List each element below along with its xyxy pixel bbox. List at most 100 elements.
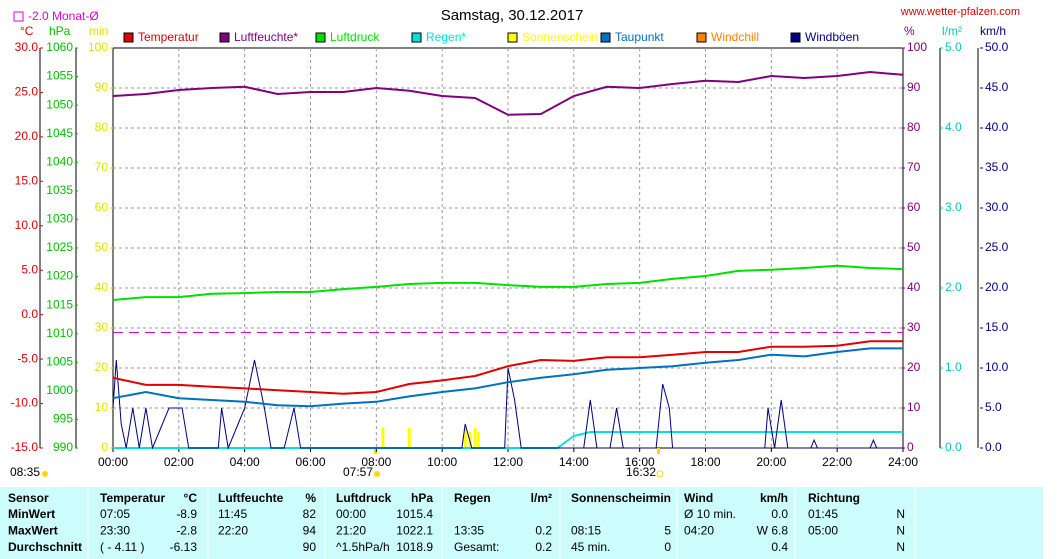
- y-tick-label: 5.0: [945, 40, 962, 54]
- y-tick-label: 1025: [46, 240, 73, 254]
- axis-unit: min: [89, 24, 108, 38]
- legend-label: Windböen: [805, 30, 859, 44]
- table-cell: 21:20: [336, 524, 366, 538]
- y-tick-label: 4.0: [945, 120, 962, 134]
- y-tick-label: 30.0: [985, 200, 1009, 214]
- table-cell: 1022.1: [396, 524, 433, 538]
- source: www.wetter-pfalzen.com: [900, 6, 1020, 18]
- x-tick-label: 24:00: [888, 455, 918, 469]
- bar: [468, 432, 472, 448]
- x-tick-label: 06:00: [295, 455, 325, 469]
- y-tick-label: 30: [95, 320, 109, 334]
- y-tick-label: -15.0: [11, 440, 39, 454]
- table-cell: 05:00: [808, 524, 838, 538]
- x-tick-label: 02:00: [164, 455, 194, 469]
- y-tick-label: 0.0: [21, 307, 38, 321]
- y-tick-label: 1010: [46, 326, 73, 340]
- axis-unit: %: [904, 24, 915, 38]
- table-cell: 23:30: [100, 524, 130, 538]
- legend-swatch: [411, 32, 422, 43]
- y-tick-label: 80: [907, 120, 921, 134]
- y-tick-label: 10: [907, 400, 921, 414]
- axis-unit: hPa: [49, 24, 71, 38]
- y-tick-label: 20.0: [15, 129, 39, 143]
- table-cell: 01:45: [808, 507, 838, 521]
- y-tick-label: 10.0: [15, 218, 39, 232]
- y-tick-label: 0: [101, 440, 108, 454]
- y-tick-label: 50: [907, 240, 921, 254]
- y-tick-label: 10: [95, 400, 109, 414]
- table-cell: Ø 10 min.: [684, 507, 736, 521]
- table-header: Temperatur: [100, 491, 165, 505]
- y-tick-label: 100: [88, 40, 108, 54]
- bar: [463, 428, 467, 448]
- sun-icon: [374, 471, 380, 477]
- sunset-marker: [657, 448, 660, 454]
- series-line: [112, 347, 903, 408]
- y-tick-label: 5.0: [21, 262, 38, 276]
- y-tick-label: 1035: [46, 183, 73, 197]
- y-tick-label: 5.0: [985, 400, 1002, 414]
- y-tick-label: 3.0: [945, 200, 962, 214]
- table-cell: 13:35: [454, 524, 484, 538]
- y-tick-label: 90: [907, 80, 921, 94]
- x-tick-label: 10:00: [427, 455, 457, 469]
- legend-label: Temperatur: [138, 30, 199, 44]
- annotation: 07:57: [343, 465, 373, 479]
- legend-swatch: [219, 32, 230, 43]
- table-cell: -6.13: [170, 540, 198, 554]
- table-header: l/m²: [531, 491, 552, 505]
- table-header: Richtung: [808, 491, 860, 505]
- sun-icon: [42, 471, 48, 477]
- x-tick-label: 04:00: [230, 455, 260, 469]
- bar: [381, 428, 385, 448]
- legend-label: Taupunkt: [615, 30, 664, 44]
- table-header: Sensor: [8, 491, 49, 505]
- y-tick-label: 0.0: [945, 440, 962, 454]
- y-tick-label: 35.0: [985, 160, 1009, 174]
- bar: [407, 428, 411, 448]
- sun-icon: [656, 470, 664, 478]
- y-tick-label: 25.0: [15, 85, 39, 99]
- table-header: °C: [184, 491, 198, 505]
- table-cell: 90: [303, 540, 317, 554]
- table-header: %: [305, 491, 316, 505]
- annotation: 16:32: [626, 465, 656, 479]
- table-cell: 07:05: [100, 507, 130, 521]
- y-tick-label: 1.0: [945, 360, 962, 374]
- table-cell: N: [896, 540, 905, 554]
- table-cell: Gesamt:: [454, 540, 499, 554]
- y-tick-label: 1060: [46, 40, 73, 54]
- table-cell: -8.9: [176, 507, 197, 521]
- table-cell: 0.2: [535, 524, 552, 538]
- x-tick-label: 18:00: [690, 455, 720, 469]
- series-line: [112, 359, 903, 450]
- x-tick-label: 20:00: [756, 455, 786, 469]
- legend-label: Sonnenschein: [522, 30, 598, 44]
- y-tick-label: 15.0: [15, 174, 39, 188]
- y-tick-label: 80: [95, 120, 109, 134]
- y-tick-label: 990: [53, 440, 73, 454]
- series-line: [112, 340, 903, 395]
- axis-unit: °C: [20, 24, 34, 38]
- y-tick-label: 20.0: [985, 280, 1009, 294]
- y-tick-label: 1040: [46, 154, 73, 168]
- table-cell: 82: [303, 507, 317, 521]
- table-cell: 1015.4: [396, 507, 433, 521]
- table-cell: N: [896, 507, 905, 521]
- y-tick-label: 40: [95, 280, 109, 294]
- table-cell: 04:20: [684, 524, 714, 538]
- y-tick-label: 2.0: [945, 280, 962, 294]
- legend-swatch: [600, 32, 611, 43]
- table-cell: MinWert: [8, 507, 55, 521]
- y-tick-label: 60: [907, 200, 921, 214]
- average-icon: [13, 11, 24, 22]
- y-tick-label: 20: [907, 360, 921, 374]
- y-tick-label: 70: [907, 160, 921, 174]
- y-tick-label: 995: [53, 412, 73, 426]
- table-cell: 0: [664, 540, 671, 554]
- y-tick-label: 1020: [46, 269, 73, 283]
- table-cell: 22:20: [218, 524, 248, 538]
- chart-title: Samstag, 30.12.2017: [441, 7, 584, 24]
